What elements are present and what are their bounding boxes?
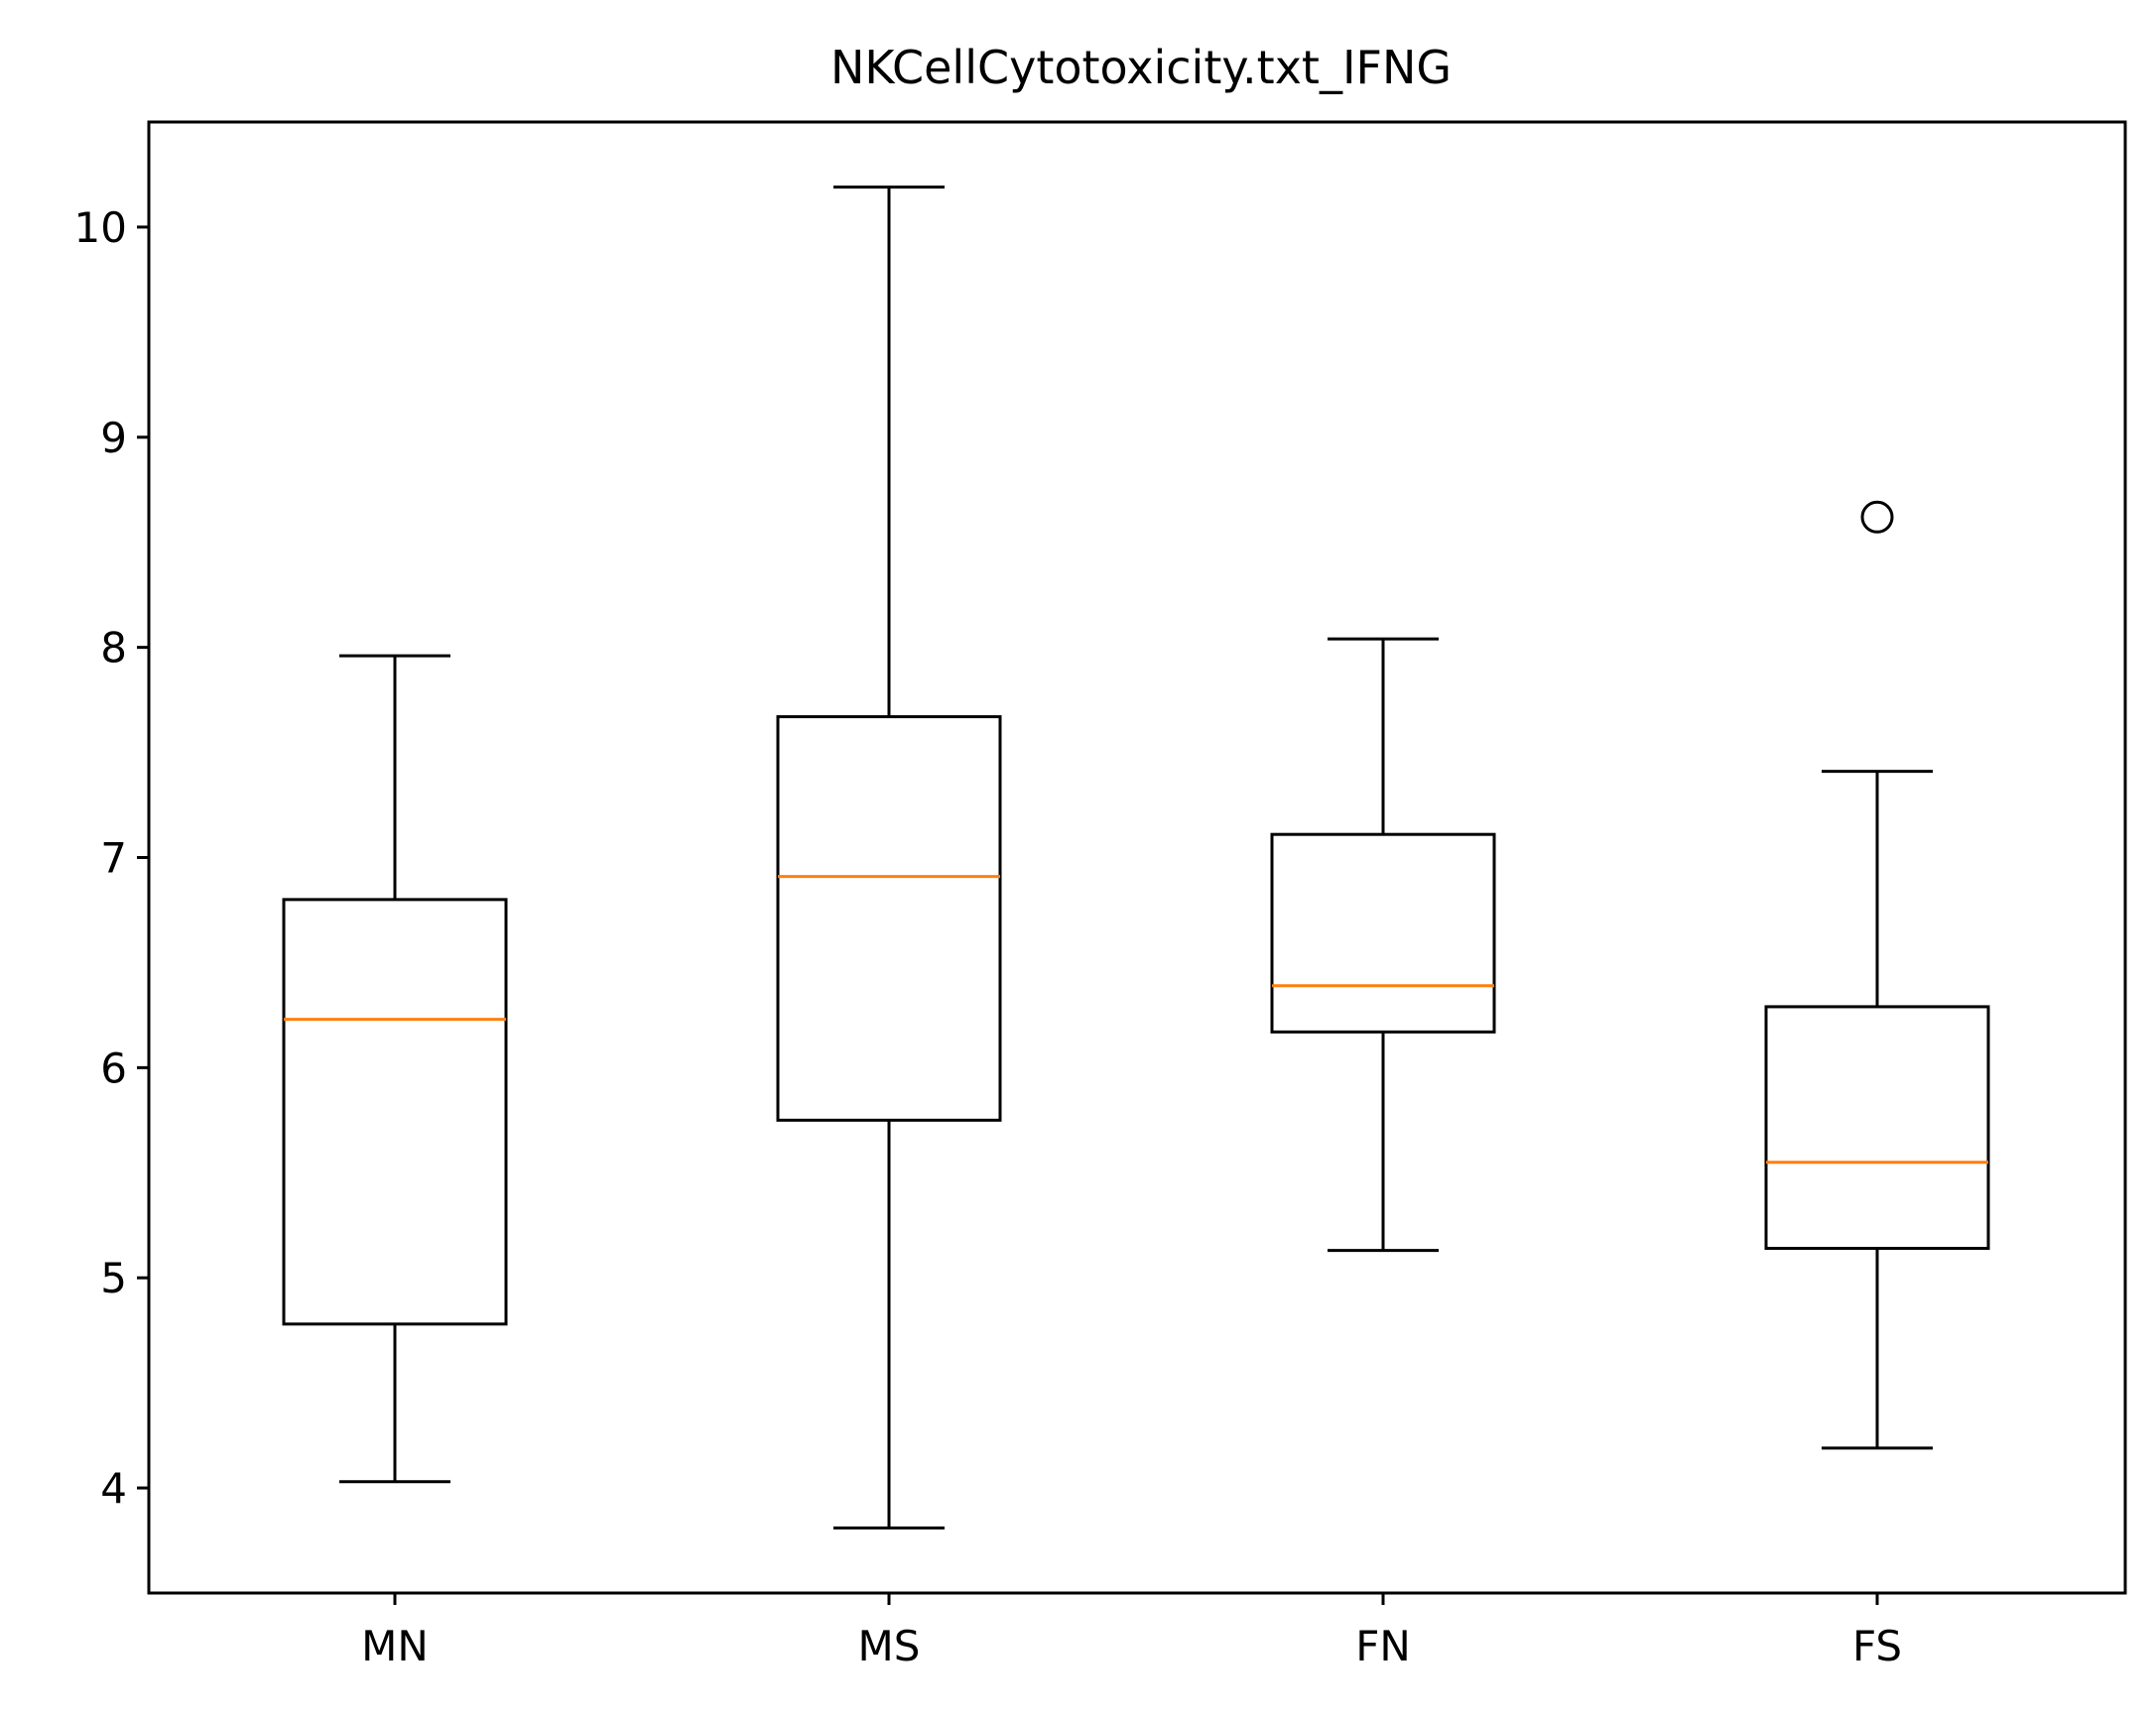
x-tick-label: MS bbox=[858, 1622, 921, 1670]
y-tick-label: 9 bbox=[100, 414, 127, 462]
outlier-point bbox=[1860, 500, 1894, 534]
iqr-box bbox=[776, 715, 1002, 1122]
iqr-box bbox=[282, 898, 508, 1326]
plot-area: 4 5 6 7 8 9 10 MN MS FN FS bbox=[74, 185, 1990, 1670]
x-tick-label: FN bbox=[1355, 1622, 1411, 1670]
y-tick-label: 5 bbox=[100, 1254, 127, 1302]
x-tick-label: MN bbox=[361, 1622, 429, 1670]
y-tick-label: 6 bbox=[100, 1044, 127, 1092]
y-tick-label: 8 bbox=[100, 624, 127, 673]
iqr-box bbox=[1270, 832, 1496, 1034]
y-tick-label: 7 bbox=[100, 834, 127, 883]
axes-frame bbox=[147, 120, 2127, 1595]
iqr-box bbox=[1764, 1005, 1990, 1251]
y-tick-label: 4 bbox=[100, 1464, 127, 1513]
chart-title: NKCellCytotoxicity.txt_IFNG bbox=[830, 41, 1452, 94]
y-tick-label: 10 bbox=[74, 203, 127, 252]
x-tick-label: FS bbox=[1852, 1622, 1902, 1670]
